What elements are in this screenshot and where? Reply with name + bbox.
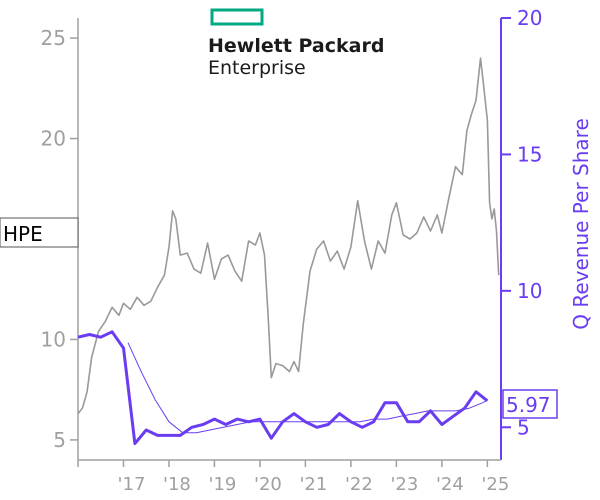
logo-accent-bar	[210, 8, 264, 26]
right-tick-label: 15	[517, 142, 542, 166]
left-axis: 5 10 20 25	[41, 18, 79, 460]
x-tick-label: '19	[209, 474, 237, 495]
x-axis: '17 '18 '19 '20 '21 '22 '23 '24 '25	[77, 459, 509, 495]
last-value-box: 5.97	[502, 389, 558, 419]
x-tick-label: '25	[481, 474, 509, 495]
left-tick-label: 20	[41, 127, 66, 151]
last-value-label: 5.97	[506, 393, 551, 417]
logo-line2: Enterprise	[208, 57, 306, 79]
left-tick-label: 25	[41, 26, 66, 50]
last-value-frame	[502, 389, 558, 419]
right-tick-label: 20	[517, 6, 542, 30]
x-tick-label: '22	[345, 474, 373, 495]
left-tick-label: 5	[53, 428, 66, 452]
x-tick-label: '24	[436, 474, 464, 495]
x-tick-label: '20	[254, 474, 282, 495]
ticker-box-frame	[0, 217, 79, 248]
ticker-label: HPE	[3, 222, 43, 246]
ticker-box: HPE	[0, 217, 79, 248]
x-tick-label: '18	[163, 474, 191, 495]
price-series-line	[77, 57, 500, 415]
company-logo: Hewlett Packard Enterprise	[208, 8, 384, 79]
series-layer	[77, 57, 500, 446]
x-tick-label: '21	[299, 474, 327, 495]
x-tick-label: '23	[390, 474, 418, 495]
right-axis-label: Q Revenue Per Share	[569, 118, 593, 330]
revenue-series-line	[77, 330, 489, 446]
revenue-trend-line	[127, 342, 488, 434]
left-tick-label: 10	[41, 327, 66, 351]
right-tick-label: 5	[517, 415, 530, 439]
x-tick-label: '17	[118, 474, 146, 495]
logo-line1: Hewlett Packard	[208, 35, 384, 57]
right-tick-label: 10	[517, 279, 542, 303]
right-axis: 5 10 15 20	[500, 6, 542, 460]
